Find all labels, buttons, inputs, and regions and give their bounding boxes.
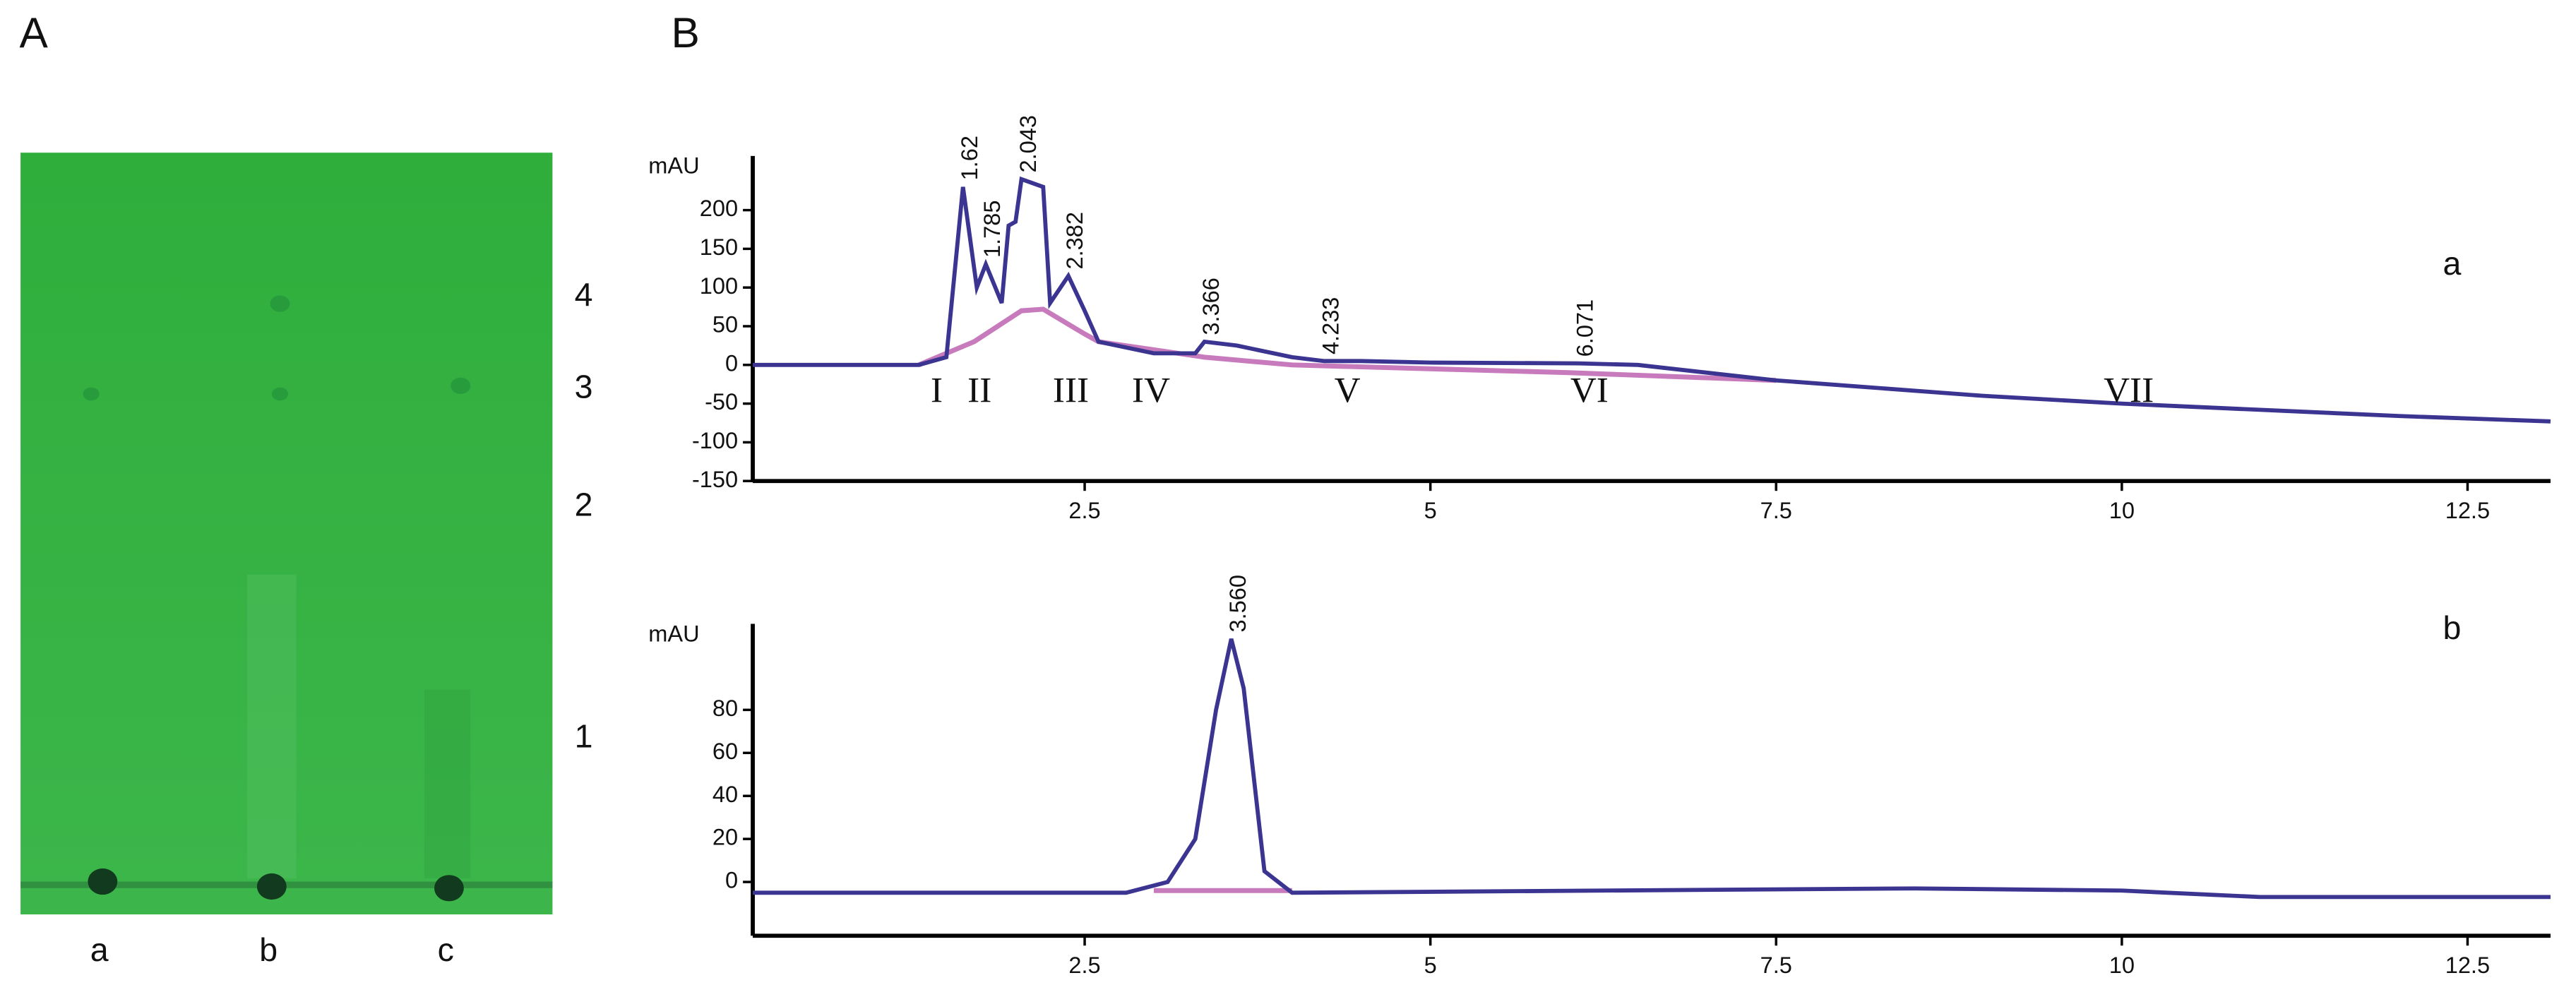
region-label: VI <box>1570 371 1609 411</box>
x-tick-label: 2.5 <box>1068 498 1100 523</box>
region-label: III <box>1053 371 1089 411</box>
trace <box>917 306 1777 383</box>
y-tick-label: 100 <box>700 273 738 299</box>
x-tick-label: 12.5 <box>2445 498 2490 523</box>
peak-label: 1.785 <box>979 201 1005 258</box>
y-tick-label: 40 <box>712 782 738 807</box>
x-tick-label: 7.5 <box>1760 953 1792 978</box>
region-label: V <box>1335 371 1361 411</box>
x-tick-label: 5 <box>1424 953 1437 978</box>
region-label: IV <box>1132 371 1170 411</box>
chart-label: b <box>2443 609 2461 646</box>
panel-label: B <box>672 8 700 56</box>
spot <box>83 387 100 401</box>
spot <box>256 873 287 900</box>
trace <box>753 638 2551 900</box>
y-tick-label: 20 <box>712 825 738 850</box>
region-label: II <box>967 371 991 411</box>
peak-label: 2.043 <box>1015 115 1041 172</box>
region-label: I <box>931 371 943 411</box>
lane-label: b <box>259 931 278 968</box>
y-tick-label: 50 <box>712 312 738 338</box>
y-axis-label: mAU <box>648 621 699 646</box>
y-tick-label: 60 <box>712 739 738 764</box>
y-tick-label: 0 <box>725 868 738 893</box>
peak-label: 1.62 <box>957 136 982 180</box>
y-tick-label: -50 <box>705 389 738 414</box>
spot-number: 2 <box>575 486 593 523</box>
spot-number: 3 <box>575 368 593 405</box>
x-tick-label: 2.5 <box>1068 953 1100 978</box>
spot <box>451 377 471 394</box>
spot <box>434 875 464 902</box>
y-tick-label: 0 <box>725 350 738 376</box>
panel-label: A <box>20 8 49 56</box>
origin-line <box>20 881 553 888</box>
spot <box>270 295 290 312</box>
streak <box>246 574 297 878</box>
plate <box>20 153 553 915</box>
streak <box>424 689 471 878</box>
x-tick-label: 10 <box>2109 953 2135 978</box>
x-tick-label: 5 <box>1424 498 1437 523</box>
peak-label: 6.071 <box>1573 299 1598 357</box>
spot <box>271 387 289 401</box>
y-tick-label: 80 <box>712 696 738 721</box>
spot-number: 4 <box>575 276 593 313</box>
x-tick-label: 7.5 <box>1760 498 1792 523</box>
spot <box>88 868 118 895</box>
x-tick-label: 10 <box>2109 498 2135 523</box>
lane-label: c <box>438 931 454 968</box>
y-tick-label: 150 <box>700 234 738 260</box>
tlc-plate: a b c 4 3 2 1 <box>20 153 593 968</box>
spot-number: 1 <box>575 718 593 755</box>
y-tick-label: -100 <box>692 428 738 453</box>
x-tick-label: 12.5 <box>2445 953 2490 978</box>
peak-label: 3.366 <box>1198 277 1224 335</box>
y-tick-label: 200 <box>700 196 738 221</box>
trace <box>753 176 2551 424</box>
peak-label: 2.382 <box>1062 212 1087 269</box>
region-label: VII <box>2104 371 2154 411</box>
chart-label: a <box>2443 245 2461 282</box>
peak-label: 4.233 <box>1318 297 1344 354</box>
y-axis-label: mAU <box>648 153 699 179</box>
y-tick-label: -150 <box>692 467 738 492</box>
lane-label: a <box>90 931 109 968</box>
peak-label: 3.560 <box>1225 575 1251 632</box>
